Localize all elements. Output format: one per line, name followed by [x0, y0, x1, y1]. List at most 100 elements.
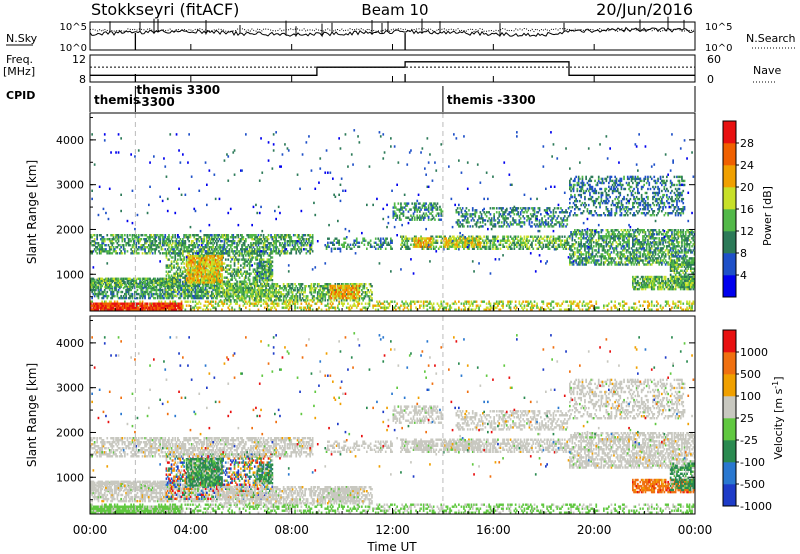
radar-cell [101, 242, 103, 245]
radar-cell [590, 300, 593, 303]
nsearch-tick-high: 10^5 [705, 22, 732, 33]
radar-cell [329, 288, 332, 292]
radar-cell [327, 299, 329, 302]
radar-cell [318, 295, 320, 298]
radar-cell [296, 248, 299, 251]
radar-cell [153, 277, 155, 280]
radar-cell [340, 293, 343, 296]
radar-cell [217, 293, 219, 296]
radar-cell [194, 288, 197, 292]
radar-cell [238, 250, 241, 253]
radar-cell [212, 269, 214, 272]
radar-cell [146, 252, 149, 255]
radar-cell [213, 248, 216, 251]
radar-cell [180, 308, 183, 311]
radar-cell [287, 302, 290, 305]
radar-cell [117, 244, 120, 247]
radar-cell [252, 304, 255, 307]
radar-cell [229, 256, 232, 259]
radar-cell [231, 283, 233, 286]
radar-cell [150, 292, 153, 296]
radar-cell [688, 304, 691, 307]
radar-cell [194, 271, 197, 274]
radar-cell [165, 308, 168, 311]
radar-cell [106, 294, 109, 298]
radar-cell [420, 300, 422, 303]
radar-cell [657, 302, 659, 305]
radar-cell [345, 283, 348, 286]
radar-cell [126, 281, 129, 285]
radar-cell [182, 272, 184, 275]
radar-cell [262, 238, 265, 241]
radar-cell [113, 286, 116, 290]
radar-cell [242, 289, 245, 292]
radar-cell [236, 300, 238, 303]
radar-cell [387, 302, 390, 305]
radar-cell [296, 302, 299, 305]
radar-cell [333, 289, 335, 292]
radar-cell [256, 248, 259, 251]
radar-cell [337, 304, 339, 307]
radar-cell [251, 302, 253, 305]
radar-cell [267, 274, 270, 278]
radar-cell [209, 261, 212, 264]
radar-cell [204, 265, 207, 268]
radar-cell [217, 267, 219, 270]
radar-cell [261, 250, 264, 253]
radar-cell [221, 234, 223, 237]
radar-cell [271, 236, 274, 239]
radar-cell [223, 289, 226, 292]
radar-cell [642, 304, 644, 307]
radar-cell [286, 291, 289, 294]
radar-cell [511, 300, 513, 303]
radar-cell [267, 283, 270, 286]
radar-cell [334, 284, 337, 288]
radar-cell [112, 277, 115, 280]
radar-cell [274, 242, 276, 245]
radar-cell [107, 285, 110, 289]
radar-cell [126, 306, 129, 309]
radar-cell [195, 255, 198, 258]
radar-cell [208, 257, 211, 260]
radar-cell [100, 250, 102, 253]
radar-cell [542, 302, 545, 305]
radar-cell [248, 302, 251, 305]
radar-cell [258, 260, 261, 264]
radar-cell [202, 256, 204, 259]
radar-cell [345, 245, 348, 248]
radar-cell [266, 238, 269, 241]
radar-cell [240, 264, 242, 267]
radar-cell [403, 304, 406, 307]
radar-cell [476, 304, 479, 307]
radar-cell [160, 288, 163, 292]
radar-cell [260, 293, 262, 296]
radar-cell [357, 286, 359, 290]
radar-cell [185, 284, 188, 287]
radar-cell [222, 246, 224, 249]
radar-cell [189, 261, 192, 264]
radar-cell [345, 293, 348, 296]
radar-cell [353, 241, 356, 244]
radar-cell [148, 236, 150, 239]
radar-cell [569, 300, 571, 303]
radar-cell [560, 304, 562, 307]
radar-cell [357, 302, 359, 305]
radar-cell [183, 250, 185, 253]
radar-cell [212, 284, 214, 288]
radar-cell [608, 302, 610, 305]
radar-cell [214, 263, 217, 266]
radar-cell [206, 269, 208, 272]
radar-cell [286, 293, 289, 296]
radar-cell [153, 244, 155, 247]
radar-cell [243, 242, 246, 245]
radar-cell [305, 252, 308, 255]
radar-cell [107, 283, 110, 287]
radar-cell [182, 244, 184, 247]
radar-cell [142, 294, 145, 298]
radar-cell [111, 242, 114, 245]
radar-cell [192, 296, 194, 300]
radar-cell [547, 306, 550, 309]
radar-cell [116, 294, 119, 298]
radar-cell [299, 242, 301, 245]
radar-cell [229, 272, 232, 275]
